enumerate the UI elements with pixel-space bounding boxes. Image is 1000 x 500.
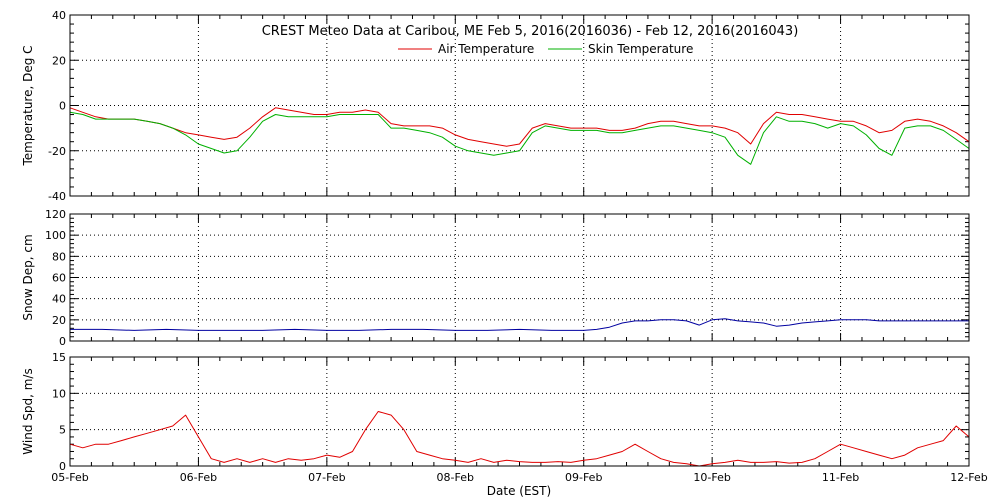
x-axis-title: Date (EST) xyxy=(487,484,551,498)
y-axis-title: Temperature, Deg C xyxy=(21,45,35,166)
chart-title: CREST Meteo Data at Caribou, ME Feb 5, 2… xyxy=(262,24,799,39)
panel-snow: 0 20 40 60 80 100 120 Snow Dep, cm xyxy=(21,208,970,348)
legend-label: Air Temperature xyxy=(438,42,534,56)
y-tick-label: 0 xyxy=(59,335,66,348)
y-tick-label: 120 xyxy=(45,208,66,221)
x-tick-label: 05-Feb xyxy=(51,471,88,484)
x-tick-label: 06-Feb xyxy=(180,471,217,484)
y-tick-label: 40 xyxy=(52,9,66,22)
y-tick-label: 40 xyxy=(52,293,66,306)
y-tick-label: 100 xyxy=(45,229,66,242)
y-axis-title: Snow Dep, cm xyxy=(21,234,35,320)
panel-frame xyxy=(69,14,970,197)
x-tick-label: 09-Feb xyxy=(565,471,602,484)
panel-temperature: -40 -20 0 20 40 Temperature, Deg C Air Tempera… xyxy=(21,9,970,203)
x-tick-label: 10-Feb xyxy=(693,471,730,484)
y-axis-title: Wind Spd, m/s xyxy=(21,368,35,454)
panel-frame xyxy=(69,213,970,342)
x-tick-label: 12-Feb xyxy=(950,471,987,484)
y-tick-label: 0 xyxy=(59,100,66,113)
plot-layer: -40 -20 0 20 40 Temperature, Deg C Air Tempera… xyxy=(21,9,988,484)
y-tick-label: 60 xyxy=(52,272,66,285)
series-line-wind-0 xyxy=(69,411,970,467)
x-tick-label: 08-Feb xyxy=(437,471,474,484)
y-tick-label: -20 xyxy=(48,145,66,158)
y-tick-label: 80 xyxy=(52,250,66,263)
series-line-temperature-0 xyxy=(69,107,970,147)
y-tick-label: 15 xyxy=(52,351,66,364)
y-tick-label: 5 xyxy=(59,424,66,437)
y-tick-label: -40 xyxy=(48,190,66,203)
series-line-snow-0 xyxy=(70,318,969,331)
legend-label: Skin Temperature xyxy=(588,42,693,56)
y-tick-label: 10 xyxy=(52,387,66,400)
panel-frame xyxy=(69,356,970,467)
x-tick-label: 11-Feb xyxy=(822,471,859,484)
y-tick-label: 0 xyxy=(59,460,66,473)
panel-wind: 0 5 10 15 Wind Spd, m/s xyxy=(21,351,970,473)
series-line-temperature-1 xyxy=(69,111,970,165)
y-tick-label: 20 xyxy=(52,314,66,327)
y-tick-label: 20 xyxy=(52,54,66,67)
x-tick-label: 07-Feb xyxy=(308,471,345,484)
